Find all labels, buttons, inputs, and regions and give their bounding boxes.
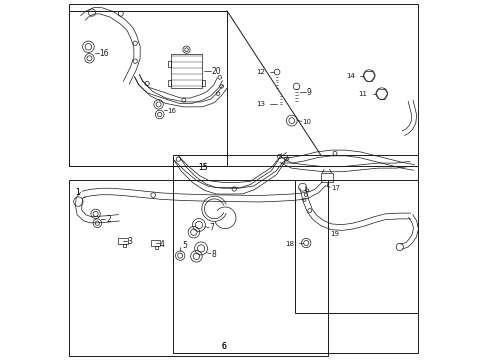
Text: 8: 8 [211,250,216,258]
Bar [155,246,158,249]
Text: 18: 18 [286,241,294,247]
Text: 11: 11 [358,91,368,97]
Text: 2: 2 [106,215,111,224]
Text: 6: 6 [221,342,226,351]
Text: 14: 14 [346,73,356,79]
Bar [151,240,160,246]
Text: 3: 3 [127,238,132,246]
Text: 16: 16 [99,49,109,58]
Bar [69,180,328,356]
Bar [69,11,227,166]
Bar [168,61,171,67]
Text: 1: 1 [75,188,80,197]
Text: 10: 10 [303,119,312,125]
Text: 7: 7 [210,223,215,233]
Text: 9: 9 [307,88,312,97]
Bar [173,155,418,353]
Text: 4: 4 [160,240,165,248]
Text: 15: 15 [198,163,208,172]
Text: 13: 13 [256,102,265,107]
Text: 19: 19 [331,231,340,237]
Bar [295,180,418,313]
Text: 1: 1 [75,188,80,197]
Text: 17: 17 [331,185,341,191]
Bar [69,4,418,166]
Text: 6: 6 [221,342,226,351]
Bar [320,173,333,182]
Text: 16: 16 [167,108,176,113]
Text: 15: 15 [198,163,208,172]
Bar [202,80,205,86]
Bar [118,238,127,244]
Text: 5: 5 [182,241,187,250]
Bar [122,244,126,247]
Text: 20: 20 [211,67,221,76]
Text: 12: 12 [256,69,265,75]
Bar [168,80,171,86]
Bar [171,54,202,88]
